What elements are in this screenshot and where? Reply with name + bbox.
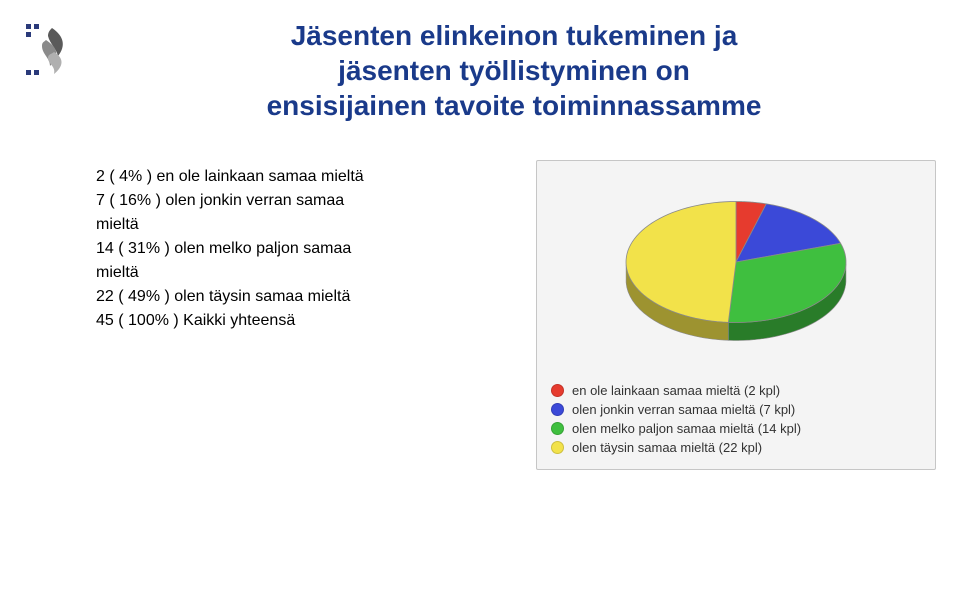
legend-row: olen jonkin verran samaa mieltä (7 kpl) (551, 402, 921, 417)
legend-swatch-icon (551, 422, 564, 435)
title-line-1: Jäsenten elinkeinon tukeminen ja (291, 20, 738, 51)
legend-row: olen melko paljon samaa mieltä (14 kpl) (551, 421, 921, 436)
chart-legend: en ole lainkaan samaa mieltä (2 kpl) olen… (551, 383, 921, 455)
slide-page: Jäsenten elinkeinon tukeminen ja jäsente… (0, 0, 960, 598)
flame-logo-icon (24, 22, 80, 78)
pie-chart-panel: en ole lainkaan samaa mieltä (2 kpl) olen… (536, 160, 936, 470)
legend-label: olen täysin samaa mieltä (22 kpl) (572, 440, 762, 455)
legend-swatch-icon (551, 441, 564, 454)
legend-row: en ole lainkaan samaa mieltä (2 kpl) (551, 383, 921, 398)
header: Jäsenten elinkeinon tukeminen ja jäsente… (24, 18, 936, 123)
legend-row: olen täysin samaa mieltä (22 kpl) (551, 440, 921, 455)
legend-swatch-icon (551, 384, 564, 397)
legend-label: olen melko paljon samaa mieltä (14 kpl) (572, 421, 801, 436)
title-line-3: ensisijainen tavoite toiminnassamme (267, 90, 762, 121)
title-line-2: jäsenten työllistyminen on (338, 55, 690, 86)
legend-swatch-icon (551, 403, 564, 416)
pie-chart (551, 175, 921, 369)
legend-label: en ole lainkaan samaa mieltä (2 kpl) (572, 383, 780, 398)
legend-label: olen jonkin verran samaa mieltä (7 kpl) (572, 402, 795, 417)
page-title: Jäsenten elinkeinon tukeminen ja jäsente… (92, 18, 936, 123)
